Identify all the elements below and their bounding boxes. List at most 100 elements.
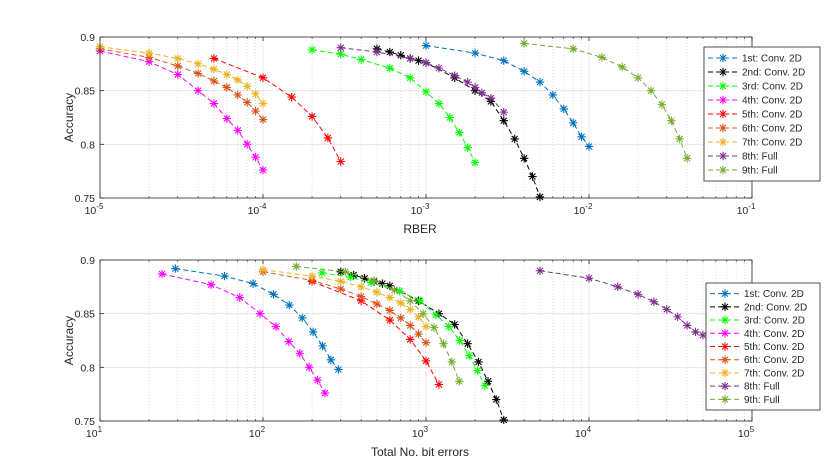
chart-2-legend-marker xyxy=(720,302,730,312)
chart-2-legend-item: 8th: Full xyxy=(710,382,780,393)
chart-1-data-point xyxy=(307,45,317,55)
chart-2-data-point xyxy=(463,339,472,348)
chart-1-data-point xyxy=(421,87,431,96)
chart-2-data-point xyxy=(662,305,671,314)
chart-2-data-point xyxy=(372,288,382,297)
chart-1-legend-item: 2nd: Conv. 2D xyxy=(708,68,805,79)
chart-1-data-point xyxy=(597,53,607,62)
chart-1-series-8 xyxy=(336,43,508,117)
chart-2-data-point xyxy=(421,356,431,366)
chart-1-y-axis-label: Accuracy xyxy=(62,93,76,142)
chart-2-data-point xyxy=(334,365,343,374)
chart-2-data-point xyxy=(415,296,425,305)
chart-2-data-point xyxy=(356,296,366,305)
chart-1-legend-item: 8th: Full xyxy=(708,152,778,163)
chart-2-legend-label: 8th: Full xyxy=(744,382,780,393)
chart-2-data-point xyxy=(396,298,405,308)
chart-1-data-point xyxy=(434,99,444,108)
chart-2-series-8 xyxy=(535,266,708,340)
chart-1-data-point xyxy=(258,99,268,108)
chart-1-series-line xyxy=(213,58,342,162)
chart-2-data-point xyxy=(584,274,594,283)
chart-1-series-line xyxy=(99,50,264,171)
chart-2-data-point xyxy=(535,266,545,275)
chart-1-series-5 xyxy=(209,54,345,166)
chart-1-data-point xyxy=(584,142,594,151)
chart-1-data-point xyxy=(519,67,529,76)
chart-1-data-point xyxy=(559,104,568,114)
chart-1-data-point xyxy=(486,93,496,103)
chart-1-data-point xyxy=(633,73,643,82)
chart-1-legend-label: 6th: Conv. 2D xyxy=(742,124,802,135)
chart-2-data-point xyxy=(307,276,317,285)
chart-2-legend-item: 5th: Conv. 2D xyxy=(710,342,804,353)
chart-1-series-line xyxy=(524,42,688,159)
chart-2-legend-item: 4th: Conv. 2D xyxy=(710,329,804,340)
chart-2-legend-label: 7th: Conv. 2D xyxy=(744,368,804,379)
chart-2-data-point xyxy=(356,282,366,292)
chart-2-legend-label: 4th: Conv. 2D xyxy=(744,329,804,340)
chart-2-data-point xyxy=(455,377,464,386)
chart-1-data-point xyxy=(372,47,382,57)
chart-2-data-point xyxy=(414,312,423,322)
chart-2-data-point xyxy=(284,337,294,346)
chart-2-data-point xyxy=(633,290,643,299)
chart-2-y-tick-label: 0.8 xyxy=(80,362,95,374)
chart-2-data-point xyxy=(473,366,482,375)
chart-2-data-point xyxy=(313,376,322,385)
chart-2-legend-marker xyxy=(720,329,730,338)
chart-1-series-line xyxy=(99,46,264,104)
chart-2-data-point xyxy=(385,293,395,302)
chart-1-data-point xyxy=(307,112,317,121)
chart-1-data-point xyxy=(618,62,627,72)
chart-1-data-point xyxy=(406,54,415,63)
chart-1-data-point xyxy=(173,70,182,79)
chart-1-y-tick-label: 0.8 xyxy=(80,139,95,151)
chart-2-x-axis-label: Total No. bit errors xyxy=(371,445,469,459)
chart-1-legend-item: 5th: Conv. 2D xyxy=(708,110,802,121)
chart-2-data-point xyxy=(378,279,387,288)
chart-1: 10-5 10-4 10-3 10-2 10-10.750.80.850.9RBERAc… xyxy=(62,32,821,236)
chart-2-data-point xyxy=(395,286,404,296)
chart-2-legend-label: 3rd: Conv. 2D xyxy=(744,316,805,327)
chart-2-data-point xyxy=(349,270,358,280)
chart-1-legend-marker xyxy=(718,95,728,105)
chart-2-data-point xyxy=(295,349,304,358)
chart-2-legend-marker xyxy=(720,381,730,391)
chart-2-data-point xyxy=(356,292,366,301)
chart-2-data-point xyxy=(385,306,395,315)
chart-1-series-line xyxy=(425,45,590,147)
chart-1-legend-label: 9th: Full xyxy=(742,166,778,177)
chart-2-data-point xyxy=(360,274,369,283)
chart-2-legend-item: 3rd: Conv. 2D xyxy=(710,316,805,327)
chart-1-legend-item: 3rd: Conv. 2D xyxy=(708,82,803,93)
chart-1-data-point xyxy=(287,92,296,102)
chart-2-data-point xyxy=(317,268,327,278)
chart-1-data-point xyxy=(233,126,242,135)
chart-1-data-point xyxy=(450,71,459,80)
chart-2-series-line xyxy=(161,273,326,394)
chart-1-legend-marker xyxy=(718,53,728,63)
chart-1-data-point xyxy=(682,154,692,163)
chart-2-series-line xyxy=(311,281,440,385)
chart-2-data-point xyxy=(414,329,423,339)
chart-2-data-point xyxy=(691,327,700,337)
chart-2-data-point xyxy=(406,305,415,314)
chart-1-data-point xyxy=(455,128,464,137)
chart-1-series-1 xyxy=(421,41,594,151)
chart-1-data-point xyxy=(336,43,345,52)
chart-1-x-axis-label: RBER xyxy=(403,222,437,236)
chart-1-legend-marker xyxy=(718,67,728,77)
chart-1-data-point xyxy=(528,172,537,181)
chart-1-data-point xyxy=(385,63,395,73)
chart-1-data-point xyxy=(144,57,154,66)
chart-1-legend-marker xyxy=(718,81,728,91)
chart-2-data-point xyxy=(421,338,431,347)
chart-2-series-4 xyxy=(157,269,330,398)
chart-2-data-point xyxy=(307,271,317,281)
chart-1-data-point xyxy=(173,54,182,63)
chart-1-legend-label: 8th: Full xyxy=(742,152,778,163)
chart-2-legend-item: 7th: Conv. 2D xyxy=(710,368,804,379)
chart-1-legend-item: 7th: Conv. 2D xyxy=(708,138,802,149)
